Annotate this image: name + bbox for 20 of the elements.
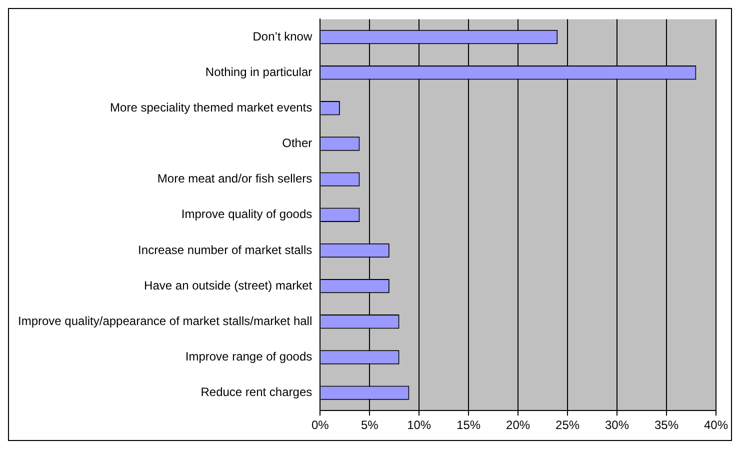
x-tick-label: 0%: [311, 418, 330, 432]
x-tick-label: 25%: [556, 418, 580, 432]
y-tick-label: Don’t know: [252, 29, 312, 44]
x-tick-label: 15%: [456, 418, 481, 432]
y-tick-label: Improve range of goods: [185, 350, 312, 364]
x-tick-label: 10%: [407, 418, 432, 432]
x-tick-label: 5%: [360, 418, 379, 432]
y-tick-label: Have an outside (street) market: [144, 278, 313, 292]
y-tick-label: More meat and/or fish sellers: [157, 172, 312, 186]
x-tick-label: 40%: [704, 418, 728, 432]
x-tick-label: 35%: [654, 418, 679, 432]
y-tick-label: Improve quality/appearance of market stalls/market hall: [18, 314, 312, 328]
y-tick-label: More speciality themed market events: [110, 100, 312, 114]
y-tick-label: Reduce rent charges: [200, 385, 312, 400]
y-tick-label: Increase number of market stalls: [138, 242, 312, 257]
x-tick-label: 20%: [506, 418, 530, 432]
y-tick-label: Other: [282, 136, 312, 150]
y-tick-label: Improve quality of goods: [181, 207, 312, 222]
y-tick-label: Nothing in particular: [205, 64, 312, 79]
x-tick-label: 30%: [605, 418, 630, 432]
